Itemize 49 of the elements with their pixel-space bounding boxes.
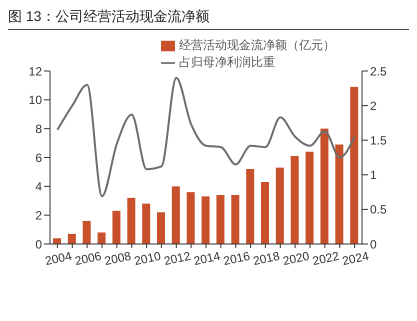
bar	[82, 220, 91, 244]
bar	[320, 128, 328, 244]
bar	[142, 204, 150, 244]
y-tick-label: 4	[35, 180, 42, 194]
bar	[112, 210, 120, 244]
y-tick-label: 8	[35, 122, 42, 136]
bar	[231, 194, 240, 244]
x-tick-label: 2014	[192, 248, 222, 268]
legend-label: 经营活动现金流净额（亿元）	[179, 38, 335, 52]
bar	[290, 156, 299, 244]
bar	[276, 168, 284, 244]
x-tick-label: 2004	[44, 248, 74, 268]
bar	[350, 86, 358, 244]
bar	[98, 232, 106, 244]
x-tick-label: 2006	[74, 248, 103, 268]
y-tick-label: 2	[35, 208, 42, 222]
bar	[172, 186, 180, 244]
x-tick-label: 2012	[162, 248, 192, 268]
x-tick-label: 2016	[222, 248, 252, 268]
y2-tick-label: 0	[370, 237, 377, 252]
x-tick-label: 2008	[103, 248, 133, 268]
bar	[157, 212, 165, 244]
line-series	[56, 76, 356, 198]
y2-tick-label: 1	[370, 168, 377, 182]
x-tick-label: 2022	[311, 248, 341, 268]
bar	[246, 169, 254, 244]
y-tick-label: 10	[28, 93, 42, 108]
legend-label: 占归母净利润比重	[179, 55, 275, 69]
bar	[216, 194, 224, 244]
x-tick-label: 2018	[252, 248, 282, 268]
bar	[186, 192, 195, 244]
y-tick-label: 12	[28, 64, 42, 78]
y2-tick-label: 1.5	[370, 133, 388, 148]
y2-tick-label: 2.5	[370, 64, 388, 78]
x-tick-label: 2024	[340, 248, 370, 268]
x-tick-label: 2010	[132, 248, 162, 268]
bar	[306, 152, 314, 244]
y-tick-label: 6	[35, 150, 42, 165]
x-tick-label: 2020	[282, 248, 311, 268]
y2-tick-label: 2	[370, 98, 377, 113]
bar	[335, 144, 344, 244]
bar	[68, 234, 76, 244]
bar	[53, 238, 61, 244]
bar	[261, 182, 269, 244]
chart-title: 图 13：公司经营活动现金流净额	[8, 8, 409, 30]
y-tick-label: 0	[35, 237, 42, 252]
bar	[127, 198, 136, 244]
y2-tick-label: 0.5	[370, 202, 388, 217]
bar	[202, 196, 210, 244]
